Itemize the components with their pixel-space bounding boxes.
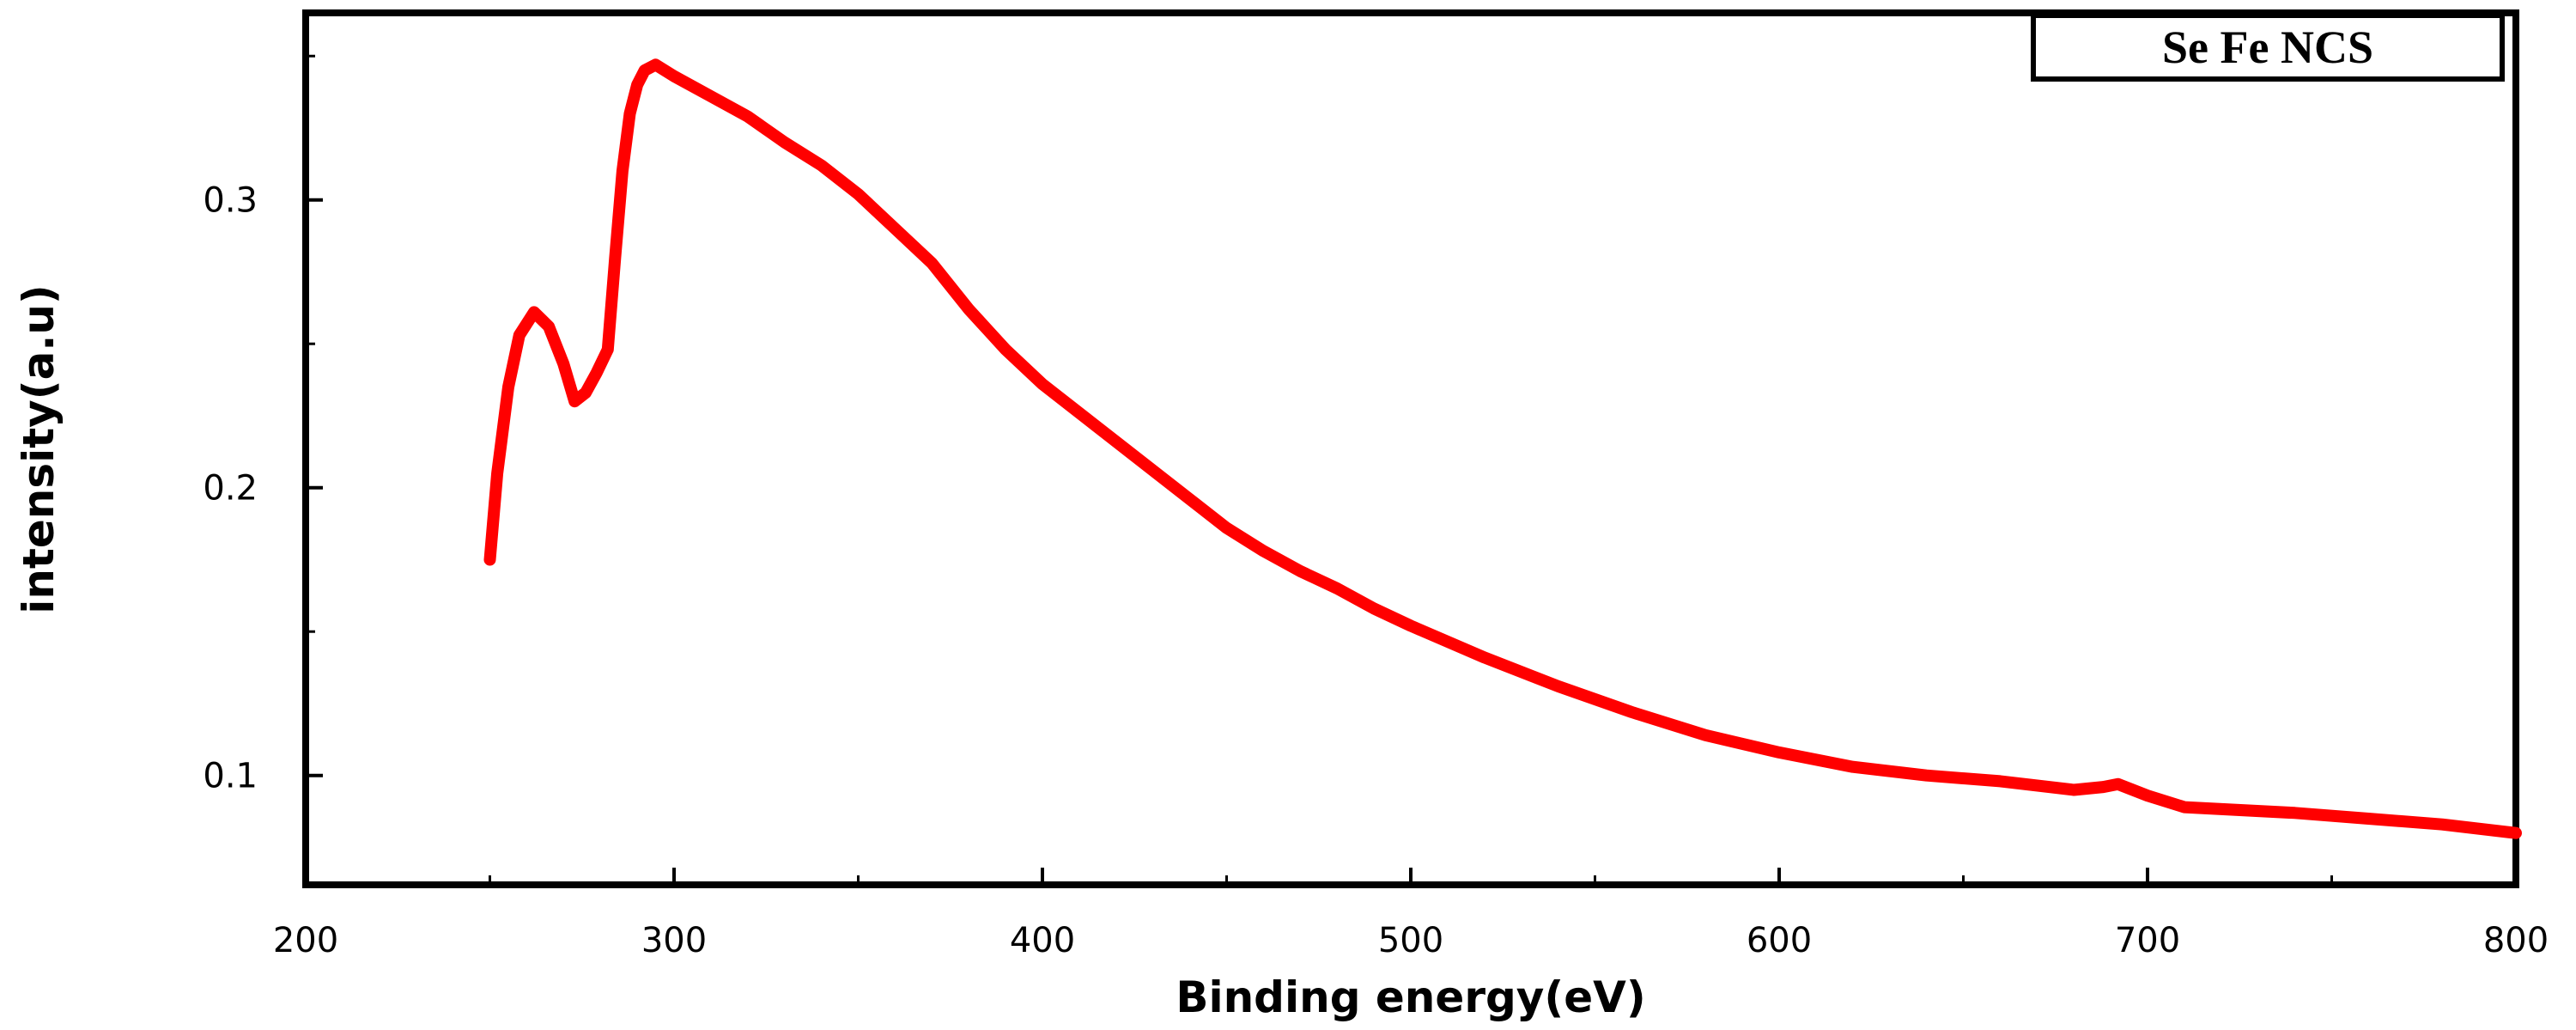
y-tick-label: 0.3: [203, 181, 258, 221]
series-line-se-fe-ncs: [483, 58, 2522, 839]
y-tick-label: 0.2: [203, 469, 258, 509]
x-tick-label: 500: [1378, 921, 1443, 960]
x-tick-label: 600: [1747, 921, 1812, 960]
x-tick-label: 800: [2483, 921, 2549, 960]
legend-label: Se Fe NCS: [2162, 21, 2373, 73]
x-axis-title: Binding energy(eV): [1176, 972, 1645, 1022]
x-tick-label: 400: [1010, 921, 1075, 960]
legend-box: [2031, 13, 2505, 82]
x-tick-label: 200: [273, 921, 338, 960]
x-tick-label: 300: [641, 921, 707, 960]
y-tick-label: 0.1: [203, 757, 258, 796]
x-axis-ticks: 200 300 400 500 600 700 800: [273, 868, 2549, 960]
legend: Se Fe NCS: [2031, 13, 2505, 82]
plot-area: [302, 9, 2519, 888]
x-tick-label: 700: [2115, 921, 2180, 960]
y-axis-ticks: 0.1 0.2 0.3: [203, 54, 323, 796]
y-axis-title: intensity(a.u): [14, 284, 64, 614]
